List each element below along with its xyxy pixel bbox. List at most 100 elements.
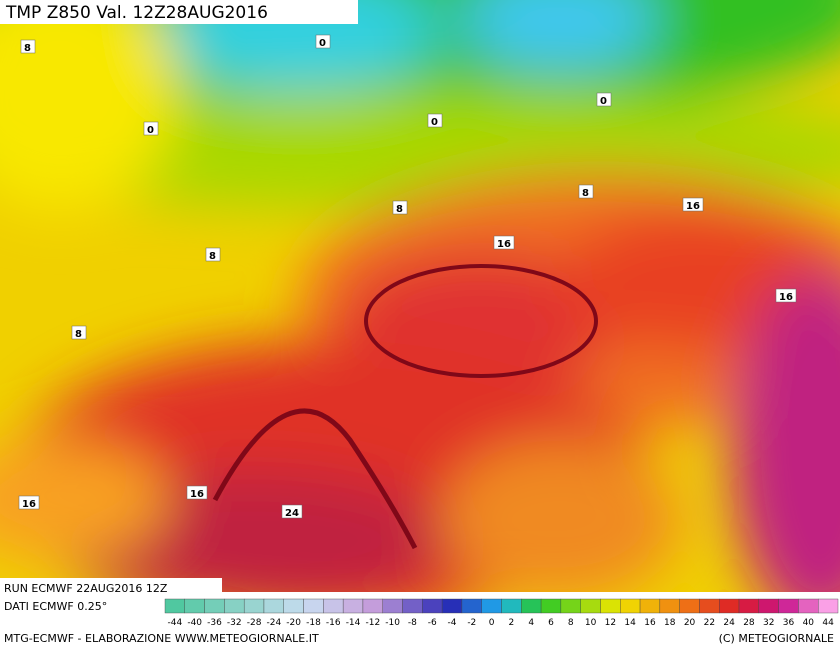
scale-label: 24 [723,618,735,628]
contour-label: 8 [578,184,594,199]
scale-swatch [441,598,463,614]
label-box [281,504,303,519]
scale-label: 0 [489,618,495,628]
scale-label: 10 [585,618,597,628]
scale-swatch [560,598,581,614]
scale-label: 36 [783,618,795,628]
contour-label: 16 [682,197,704,212]
label-text: 8 [209,251,216,262]
label-text: 16 [497,239,511,250]
scale-swatch [699,598,720,614]
scale-label: -10 [385,618,400,628]
contour-label: 8 [20,39,36,54]
scale-label: -4 [448,618,457,628]
contour-label: 16 [493,235,515,250]
scale-swatch [521,598,542,614]
scale-label: -12 [365,618,380,628]
scale-swatch [580,598,601,614]
scale-swatch [204,598,225,614]
scale-swatch [659,598,680,614]
scale-swatch [342,598,364,614]
label-box [20,39,36,54]
scale-swatch [818,598,839,614]
scale-label: -6 [428,618,437,628]
data-source: DATI ECMWF 0.25° [4,600,107,613]
scale-label: -24 [267,618,282,628]
contour-label: 0 [315,34,331,49]
label-text: 0 [319,38,326,49]
scale-swatch [620,598,641,614]
label-box [71,325,87,340]
scale-swatch [422,598,443,614]
contour-label: 24 [281,504,303,519]
scale-swatch [243,598,265,614]
scale-label: 2 [509,618,515,628]
scale-label: 12 [605,618,616,628]
scale-swatch [402,598,423,614]
scale-label: -18 [306,618,321,628]
title: TMP Z850 Val. 12Z28AUG2016 [5,3,268,23]
scale-swatch [323,598,344,614]
scale-label: -40 [187,618,202,628]
scale-label: 20 [684,618,696,628]
label-box [775,288,797,303]
scale-swatch [382,598,403,614]
scale-swatch [540,598,562,614]
label-text: 0 [600,96,607,107]
scale-label: -20 [286,618,301,628]
label-box [315,34,331,49]
scale-swatch [719,598,740,614]
label-box [392,200,408,215]
scale-swatch [639,598,661,614]
scale-label: -28 [247,618,262,628]
contour-label: 16 [18,495,40,510]
temperature-field [0,0,840,592]
scale-label: -14 [346,618,361,628]
scale-swatch [758,598,779,614]
scale-label: 28 [743,618,755,628]
label-text: 24 [285,508,299,519]
label-text: 0 [431,117,438,128]
label-box [205,247,221,262]
label-box [427,113,443,128]
label-text: 8 [24,43,31,54]
copyright: (C) METEOGIORNALE [719,632,834,645]
scale-label: 40 [803,618,815,628]
contour-label: 8 [392,200,408,215]
title-box [0,0,358,24]
scale-swatch [362,598,383,614]
scale-swatch [600,598,621,614]
contour-label: 0 [427,113,443,128]
scale-label: 44 [822,618,834,628]
scale-label: -16 [326,618,341,628]
label-text: 16 [190,489,204,500]
scale-label: 16 [644,618,656,628]
label-box [143,121,159,136]
scale-swatch [263,598,284,614]
scale-label: 14 [624,618,636,628]
run-info: RUN ECMWF 22AUG2016 12Z [4,582,168,595]
label-text: 8 [396,204,403,215]
scale-swatch [798,598,819,614]
scale-swatch [461,598,482,614]
scale-label: -36 [207,618,222,628]
scale-label: 22 [704,618,715,628]
contour-label: 8 [71,325,87,340]
label-box [18,495,40,510]
scale-label: -44 [168,618,183,628]
scale-label: -32 [227,618,242,628]
label-text: 16 [686,201,700,212]
contour-label: 8 [205,247,221,262]
scale-swatch [164,598,185,614]
scale-label: 18 [664,618,676,628]
label-box [682,197,704,212]
scale-swatch [501,598,522,614]
contour-label: 16 [775,288,797,303]
scale-swatch [303,598,324,614]
contour-label: 0 [596,92,612,107]
credit: MTG-ECMWF - ELABORAZIONE WWW.METEOGIORNA… [4,632,319,645]
scale-swatch [481,598,502,614]
scale-swatch [224,598,245,614]
scale-swatch [283,598,304,614]
